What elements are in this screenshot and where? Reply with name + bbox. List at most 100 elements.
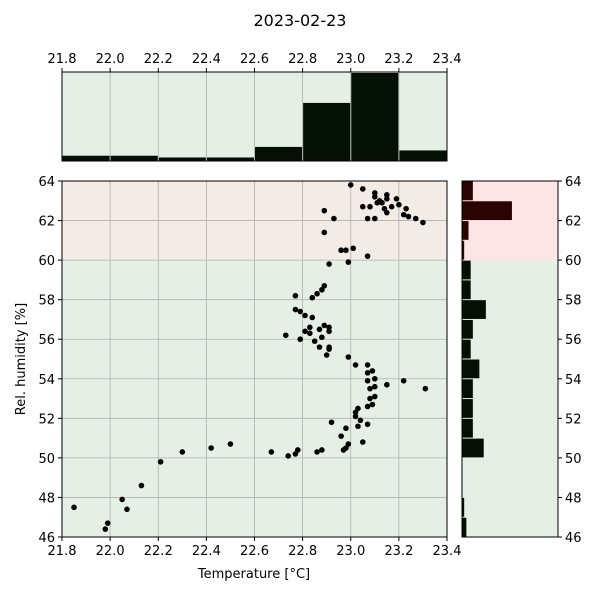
data-point [384, 196, 390, 202]
data-point [292, 306, 299, 313]
x-tick-label: 23.4 [433, 544, 462, 559]
y-tick-label: 58 [38, 294, 55, 309]
top-histogram: 21.8 22.0 22.2 22.4 22.6 22.8 23.0 23.2 23.4 [48, 52, 462, 162]
top-x-tick-label: 23.0 [336, 52, 365, 67]
right-hist-bar [462, 497, 465, 517]
right-hist-bar [462, 517, 467, 537]
y-tick-label: 62 [38, 215, 55, 230]
top-hist-bar [158, 157, 206, 161]
right-hist-bar [462, 300, 486, 319]
y-tick-label: 48 [38, 491, 55, 506]
top-x-tick-label: 22.6 [240, 52, 269, 67]
data-point [343, 247, 349, 254]
x-tick-label: 21.8 [48, 544, 77, 559]
data-point [355, 405, 361, 412]
y-tick-label: 56 [38, 333, 55, 348]
data-point [328, 419, 335, 426]
x-tick-label: 22.6 [240, 544, 269, 559]
data-point [316, 326, 323, 333]
right-hist-zone-too-humid [462, 181, 558, 261]
right-hist-bar [462, 399, 473, 418]
right-y-tick-label: 48 [565, 491, 582, 506]
data-point [364, 362, 371, 368]
top-hist-bar [399, 150, 447, 161]
data-point [350, 245, 356, 252]
y-tick-label: 54 [38, 373, 55, 388]
top-x-tick-label: 22.4 [192, 52, 221, 67]
data-point [316, 344, 323, 350]
data-point [343, 425, 349, 432]
right-y-tick-label: 60 [565, 254, 582, 269]
top-x-tick-label: 22.0 [96, 52, 125, 67]
data-point [124, 506, 130, 513]
chart-title: 2023-02-23 [254, 11, 347, 30]
right-hist-bar [462, 181, 473, 201]
data-point [364, 370, 371, 376]
top-hist-bar [351, 73, 399, 161]
y-tick-label: 46 [38, 531, 55, 546]
right-hist-bar [462, 418, 473, 438]
y-tick-label: 64 [38, 175, 55, 190]
data-point [314, 449, 320, 455]
data-point [364, 421, 371, 428]
top-hist-bar [206, 157, 254, 161]
data-point [102, 526, 109, 532]
data-point [420, 219, 426, 226]
data-point [311, 338, 318, 345]
data-point [372, 383, 378, 390]
data-point [367, 203, 373, 210]
data-point [302, 328, 308, 335]
right-hist-bar [462, 240, 465, 260]
right-y-tick-label: 56 [565, 333, 582, 348]
data-point [400, 377, 407, 384]
top-x-tick-label: 23.4 [433, 52, 462, 67]
right-y-tick-label: 62 [565, 215, 582, 230]
data-point [347, 182, 354, 188]
data-point [405, 213, 412, 220]
right-y-tick-label: 50 [565, 452, 582, 467]
right-y-tick-label: 64 [565, 175, 582, 190]
data-point [314, 290, 320, 297]
data-point [307, 330, 313, 337]
data-point [282, 332, 289, 339]
x-tick-label: 22.2 [144, 544, 173, 559]
top-hist-bar [255, 146, 303, 161]
data-point [302, 312, 308, 319]
y-tick-label: 60 [38, 254, 55, 269]
data-point [369, 368, 376, 374]
data-point [345, 441, 352, 447]
data-point [285, 453, 291, 459]
right-hist-bar [462, 438, 484, 458]
top-hist-bar [303, 102, 351, 161]
data-point [357, 417, 364, 424]
data-point [71, 504, 77, 511]
data-point [367, 385, 373, 392]
data-point [372, 215, 378, 222]
data-point [367, 395, 373, 402]
data-point [376, 197, 383, 204]
x-tick-label: 22.0 [96, 544, 125, 559]
right-hist-bar [462, 280, 471, 300]
right-hist-bar [462, 319, 473, 339]
data-point [309, 314, 316, 321]
data-point [338, 247, 344, 254]
data-point [319, 447, 325, 453]
data-point [359, 186, 366, 192]
data-point [384, 381, 390, 388]
data-point [331, 215, 337, 222]
data-point [364, 215, 371, 222]
data-point [372, 190, 378, 196]
top-x-tick-label: 21.8 [48, 52, 77, 67]
right-y-tick-label: 54 [565, 373, 582, 388]
data-point [372, 375, 378, 382]
right-hist-bar [462, 221, 469, 240]
data-point [352, 362, 359, 368]
data-point [326, 328, 332, 335]
data-point [384, 192, 390, 198]
data-point [372, 393, 378, 400]
y-tick-label: 50 [38, 452, 55, 467]
top-x-tick-label: 22.8 [288, 52, 317, 67]
right-hist-bar [462, 379, 473, 399]
data-point [412, 215, 419, 222]
